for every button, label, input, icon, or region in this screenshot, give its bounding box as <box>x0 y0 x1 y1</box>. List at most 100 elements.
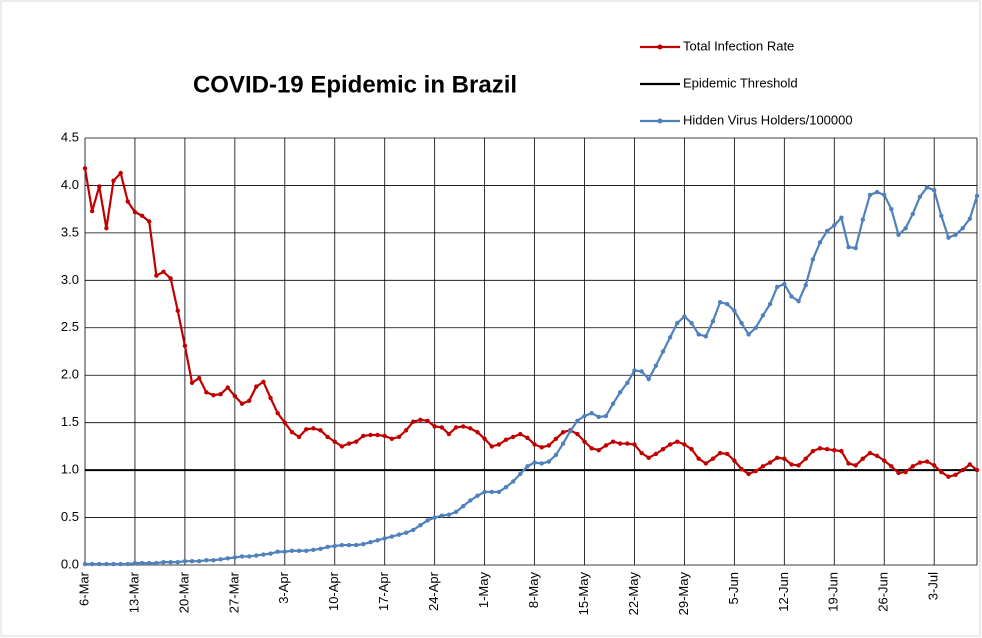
point <box>489 444 494 449</box>
point <box>510 434 516 440</box>
point <box>639 369 644 374</box>
point <box>411 527 416 533</box>
x-tick-label: 3-Apr <box>276 571 291 603</box>
point <box>246 554 252 559</box>
point <box>111 178 116 183</box>
point <box>211 392 216 398</box>
point <box>353 439 359 444</box>
point <box>939 213 944 219</box>
point <box>917 194 923 200</box>
point <box>254 553 259 558</box>
point <box>318 428 323 433</box>
point <box>282 420 288 425</box>
point <box>789 294 794 299</box>
point <box>296 434 302 440</box>
point <box>553 436 559 441</box>
point <box>339 542 345 548</box>
point <box>432 424 437 429</box>
point <box>824 447 830 452</box>
point <box>839 448 844 454</box>
x-tick-label: 6-Mar <box>76 571 91 606</box>
point <box>710 318 716 324</box>
point <box>667 335 673 340</box>
point <box>689 447 694 452</box>
point <box>632 368 637 373</box>
point <box>375 538 380 543</box>
y-tick-label: 3.0 <box>61 272 79 287</box>
point <box>867 450 873 456</box>
point <box>218 392 223 397</box>
point <box>946 474 951 479</box>
point <box>860 217 866 222</box>
point <box>760 313 766 318</box>
point <box>104 225 109 231</box>
point <box>960 225 965 231</box>
point <box>204 558 209 563</box>
point <box>189 380 195 386</box>
point <box>953 472 958 478</box>
point <box>796 463 801 468</box>
point <box>82 166 88 171</box>
point <box>568 429 573 434</box>
point <box>874 453 880 459</box>
point <box>154 560 159 566</box>
point <box>903 469 908 475</box>
point <box>346 542 352 548</box>
point <box>931 187 937 193</box>
point <box>196 375 202 381</box>
x-tick-label: 20-Mar <box>176 571 191 613</box>
point <box>774 455 780 460</box>
point <box>896 470 901 476</box>
point <box>389 436 395 441</box>
point <box>618 390 623 395</box>
point <box>596 447 601 453</box>
point <box>589 410 594 416</box>
point <box>382 433 387 439</box>
point <box>125 199 131 204</box>
point <box>411 419 416 424</box>
point <box>125 561 131 567</box>
legend-label: Hidden Virus Holders/100000 <box>683 112 853 127</box>
point <box>89 208 95 214</box>
point <box>325 544 330 550</box>
point <box>539 445 544 450</box>
point <box>832 447 837 453</box>
point <box>332 439 337 444</box>
point <box>261 379 266 385</box>
point <box>518 471 523 477</box>
point <box>218 557 223 562</box>
point <box>446 512 452 517</box>
point <box>139 213 145 219</box>
point <box>325 434 330 440</box>
point <box>710 456 716 461</box>
point <box>810 257 816 262</box>
point <box>725 301 730 307</box>
x-tick-label: 1-May <box>476 572 491 609</box>
point <box>97 561 102 567</box>
point <box>311 547 316 553</box>
point <box>154 273 159 278</box>
point <box>175 308 180 313</box>
point <box>111 561 116 567</box>
point <box>682 442 687 447</box>
y-tick-label: 0.0 <box>61 556 79 571</box>
point <box>967 216 973 221</box>
point <box>525 464 530 469</box>
point <box>403 530 409 535</box>
point <box>104 561 109 567</box>
y-tick-label: 2.5 <box>61 319 79 334</box>
point <box>318 546 323 552</box>
point <box>653 451 659 457</box>
point <box>732 308 737 313</box>
point <box>268 395 273 401</box>
point <box>882 192 887 198</box>
point <box>782 281 787 287</box>
point <box>503 484 509 490</box>
point <box>717 450 723 456</box>
point <box>132 560 138 566</box>
point <box>739 466 744 472</box>
point <box>482 489 487 495</box>
x-tick-label: 13-Mar <box>126 571 141 613</box>
point <box>304 548 309 553</box>
point <box>717 299 723 305</box>
